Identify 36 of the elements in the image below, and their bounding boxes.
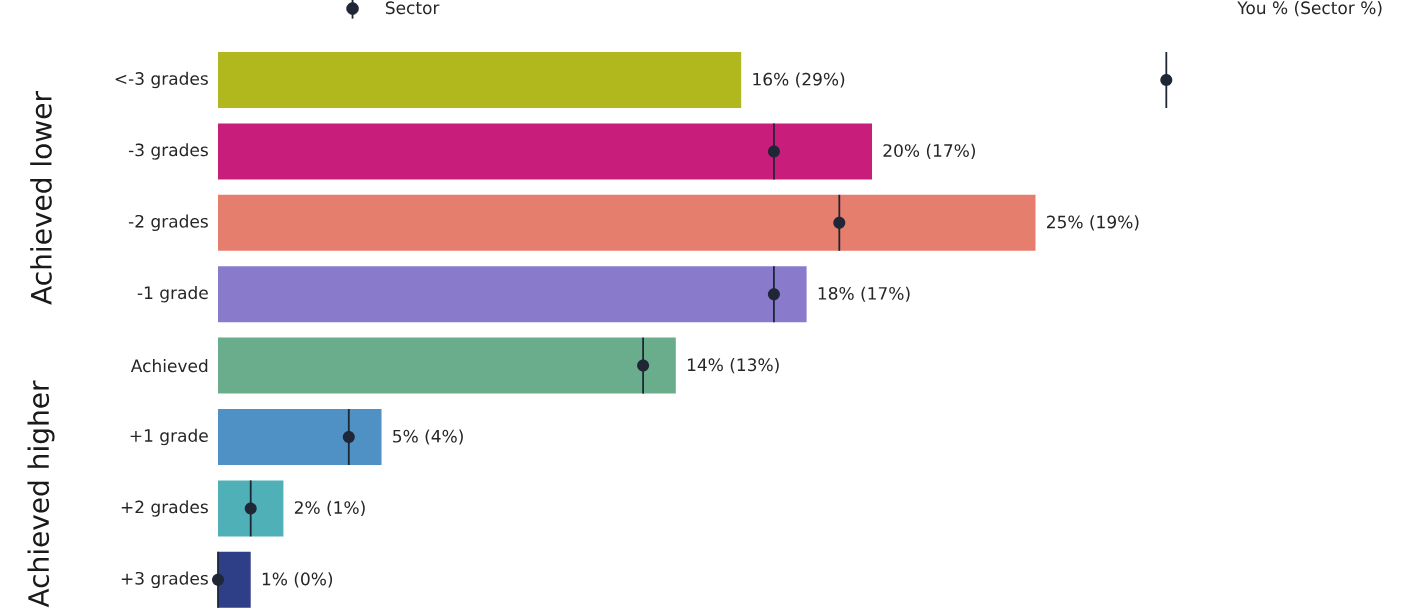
data-label: 1% (0%) <box>262 572 333 588</box>
text: Achieved lower <box>30 91 52 305</box>
text: Achieved higher <box>27 380 55 608</box>
bar <box>218 337 676 394</box>
bar <box>218 266 807 323</box>
bar <box>218 52 742 109</box>
y-tick-label: -2 grades <box>128 214 208 232</box>
point <box>342 431 355 444</box>
point <box>637 359 650 372</box>
y-tick-label: +3 grades <box>121 571 208 589</box>
bar <box>218 194 1036 251</box>
point <box>1160 74 1173 87</box>
y-tick-label: +1 grade <box>130 428 208 446</box>
data-label: 2% (1%) <box>294 500 365 516</box>
y-tick-label: -1 grade <box>137 285 208 303</box>
point <box>212 573 225 586</box>
bar <box>218 123 873 180</box>
y-tick-label: -3 grades <box>128 143 208 160</box>
data-label: 25% (19%) <box>1047 215 1139 231</box>
point <box>244 502 257 515</box>
data-label: 5% (4%) <box>393 429 463 445</box>
data-label: 14% (13%) <box>687 358 779 374</box>
bar <box>218 551 251 608</box>
legend-label: Sector <box>385 1 440 15</box>
data-label: 16% (29%) <box>753 72 845 88</box>
point <box>767 145 780 158</box>
y-tick-label: +2 grades <box>121 500 208 517</box>
bar <box>218 480 284 537</box>
text: You % (Sector %) <box>1237 1 1382 17</box>
data-label: 20% (17%) <box>883 143 976 159</box>
data-label: 18% (17%) <box>818 286 910 302</box>
point <box>833 216 846 229</box>
point <box>767 288 780 301</box>
y-tick-label: <-3 grades <box>115 71 208 89</box>
y-tick-label: Achieved <box>130 359 208 373</box>
bar <box>218 409 382 466</box>
